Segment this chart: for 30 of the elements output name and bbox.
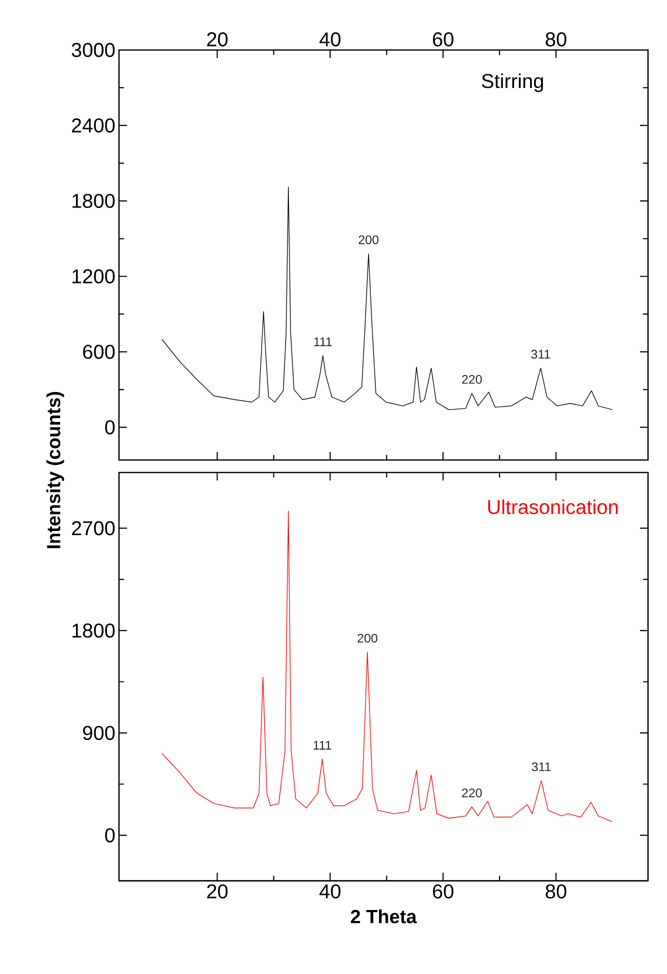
annotation: 111 (314, 337, 332, 346)
annotation: 220 (462, 788, 482, 798)
y-tick-label: 2700 (72, 521, 115, 536)
y-tick-label: 2400 (72, 118, 115, 133)
annotation: 311 (532, 762, 551, 772)
x-tick-label: 80 (546, 884, 566, 898)
y-tick-label: 3000 (72, 42, 115, 58)
annotation: 220 (462, 374, 482, 384)
x-tick-label: 60 (432, 884, 454, 898)
y-tick-label: 0 (105, 828, 115, 842)
annotation: 200 (358, 235, 378, 244)
annotation: 111 (314, 740, 332, 750)
x-tick-label: 60 (432, 32, 454, 46)
x-tick-label: 80 (546, 32, 566, 46)
y-tick-label: 900 (83, 726, 115, 740)
x-axis-title: 2 Theta (350, 909, 417, 924)
y-tick-label: 1800 (72, 624, 115, 638)
y-tick-label: 1800 (72, 194, 115, 208)
text: Ultrasonication (488, 499, 618, 514)
y-tick-label: 0 (105, 420, 115, 434)
x-tick-label: 40 (319, 884, 340, 898)
y-tick-label: 1200 (72, 269, 115, 284)
annotation: 200 (358, 634, 378, 643)
legend-label: Stirring (482, 73, 543, 92)
x-tick-label: 40 (319, 32, 340, 46)
y-axis-title: Intensity (counts) (46, 392, 64, 548)
annotation: 311 (531, 350, 550, 359)
x-tick-label: 20 (207, 32, 228, 46)
y-tick-label: 600 (83, 344, 115, 359)
x-tick-label: 20 (207, 884, 228, 898)
